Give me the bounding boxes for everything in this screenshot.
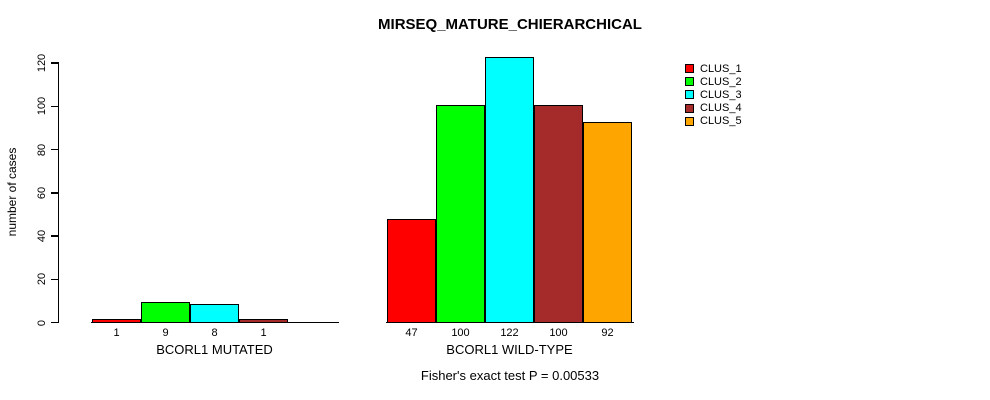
bar-clus_1-wild-type xyxy=(387,219,436,323)
legend-item-clus_4: CLUS_4 xyxy=(685,102,742,115)
y-tick-label: 100 xyxy=(36,97,48,116)
legend-label: CLUS_3 xyxy=(700,88,742,101)
group-baseline xyxy=(385,321,634,323)
annotation-text: Fisher's exact test P = 0.00533 xyxy=(420,368,600,383)
y-tick-mark xyxy=(50,62,58,64)
bar-clus_2-wild-type xyxy=(436,105,485,323)
legend-label: CLUS_5 xyxy=(700,115,742,128)
y-tick-label: 80 xyxy=(36,143,48,156)
y-tick-label: 40 xyxy=(36,229,48,243)
y-tick-label: 20 xyxy=(36,273,48,286)
y-tick-label: 60 xyxy=(36,186,48,199)
legend-swatch-icon xyxy=(685,90,694,100)
bar-value-label: 47 xyxy=(405,327,418,339)
bar-clus_4-wild-type xyxy=(534,105,583,323)
y-tick-label: 120 xyxy=(36,53,48,73)
bar-value-label: 122 xyxy=(500,327,519,339)
bar-clus_2-mutated xyxy=(141,302,190,323)
legend-item-clus_1: CLUS_1 xyxy=(685,62,742,75)
y-tick-mark xyxy=(50,235,58,237)
y-tick-mark xyxy=(50,105,58,107)
legend-swatch-icon xyxy=(685,77,694,87)
y-axis-label: number of cases xyxy=(5,147,19,237)
legend-item-clus_3: CLUS_3 xyxy=(685,88,742,101)
legend-label: CLUS_4 xyxy=(700,102,742,115)
legend-swatch-icon xyxy=(685,116,694,126)
x-category-label: BCORL1 MUTATED xyxy=(156,342,273,357)
bar-value-label: 8 xyxy=(211,327,218,339)
x-category-label: BCORL1 WILD-TYPE xyxy=(446,342,573,357)
legend-swatch-icon xyxy=(685,64,694,74)
y-tick-mark xyxy=(50,278,58,280)
chart-title: MIRSEQ_MATURE_CHIERARCHICAL xyxy=(378,16,642,33)
y-axis xyxy=(57,62,59,324)
bar-value-label: 92 xyxy=(601,327,614,339)
bar-value-label: 100 xyxy=(451,327,470,339)
legend-item-clus_2: CLUS_2 xyxy=(685,75,742,88)
bar-value-label: 1 xyxy=(113,327,120,339)
bar-clus_3-mutated xyxy=(190,304,239,323)
bar-clus_5-wild-type xyxy=(583,122,632,323)
bar-value-label: 100 xyxy=(549,327,568,339)
bar-value-label: 1 xyxy=(260,327,267,339)
bar-value-label: 9 xyxy=(162,327,169,339)
y-tick-mark xyxy=(50,192,58,194)
y-tick-mark xyxy=(50,321,58,324)
y-tick-mark xyxy=(50,148,58,151)
legend: CLUS_1 CLUS_2 CLUS_3 CLUS_4 CLUS_5 xyxy=(685,62,742,128)
legend-label: CLUS_1 xyxy=(700,62,742,75)
bar-clus_3-wild-type xyxy=(485,57,534,323)
legend-label: CLUS_2 xyxy=(700,75,742,88)
legend-swatch-icon xyxy=(685,103,694,113)
legend-item-clus_5: CLUS_5 xyxy=(685,115,742,128)
y-tick-label: 0 xyxy=(36,319,48,326)
group-baseline xyxy=(90,321,339,323)
